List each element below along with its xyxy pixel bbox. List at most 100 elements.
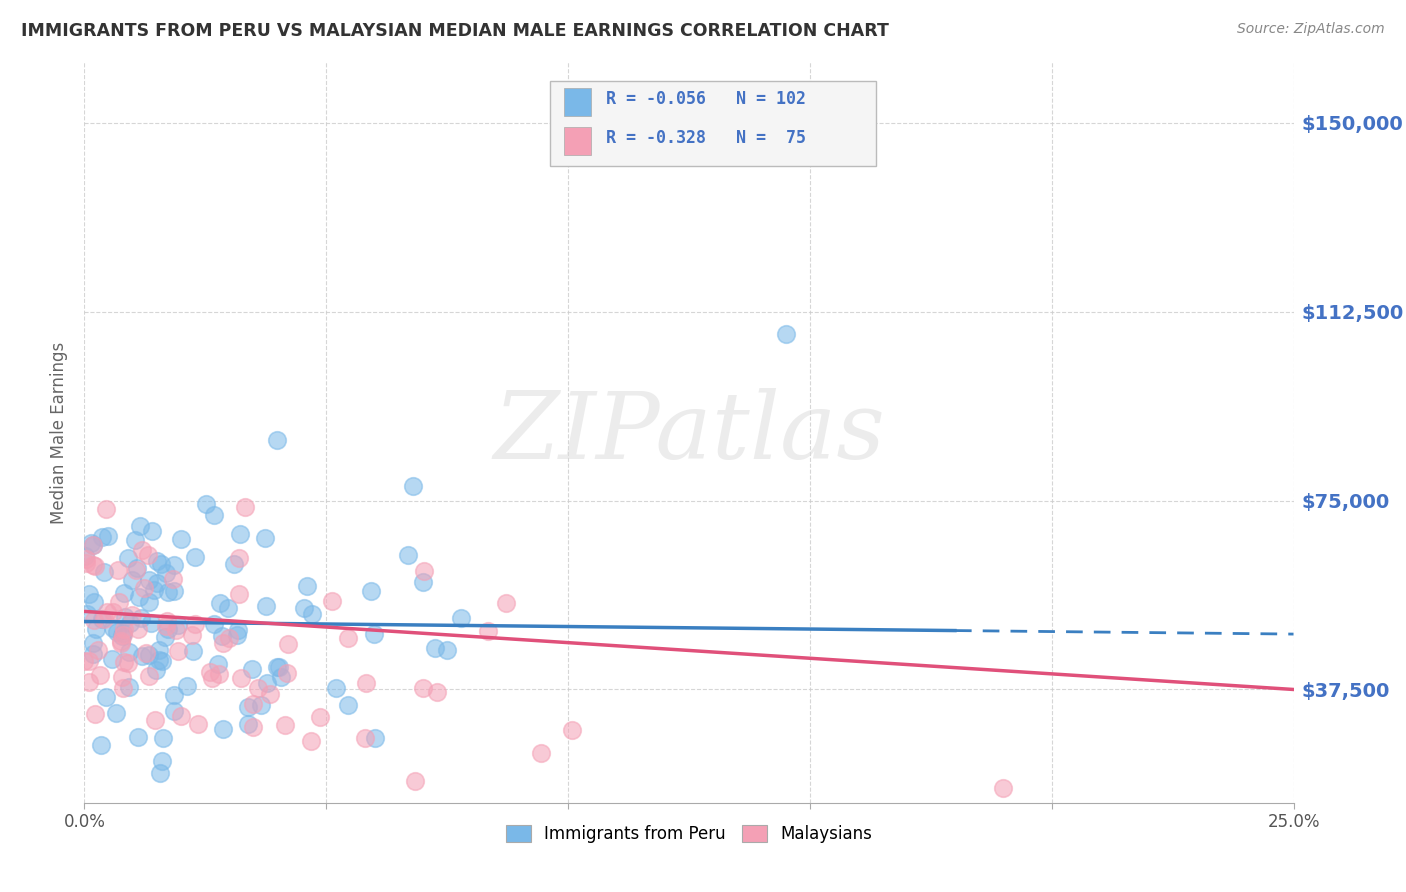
Point [118, 615, 141, 630]
Point [143, 713, 166, 727]
Point [101, 606, 124, 620]
Point [96, 690, 118, 705]
Point [127, 730, 149, 744]
Point [412, 681, 434, 696]
Point [198, 665, 221, 679]
Point [83, 613, 105, 627]
Point [993, 780, 1015, 795]
Point [181, 644, 204, 658]
Point [128, 590, 150, 604]
Point [79, 587, 101, 601]
Point [77, 654, 100, 668]
Point [209, 596, 232, 610]
Point [135, 646, 157, 660]
Point [170, 709, 193, 723]
Point [77, 674, 100, 689]
Point [292, 601, 315, 615]
Point [222, 558, 245, 572]
Point [90, 530, 112, 544]
Point [337, 698, 360, 713]
Point [138, 595, 160, 609]
Point [354, 676, 377, 690]
Y-axis label: Median Male Earnings: Median Male Earnings [51, 342, 69, 524]
Point [145, 663, 167, 677]
Point [157, 622, 180, 636]
Point [226, 623, 249, 637]
Point [84, 706, 107, 721]
Point [228, 587, 250, 601]
Point [73, 654, 96, 668]
Point [134, 582, 156, 596]
Point [117, 656, 139, 670]
Point [236, 716, 259, 731]
Point [413, 564, 436, 578]
Point [89, 668, 111, 682]
Point [111, 629, 134, 643]
Point [235, 500, 257, 515]
Point [163, 704, 186, 718]
Point [143, 582, 166, 597]
Point [396, 548, 419, 562]
Point [231, 671, 253, 685]
Point [150, 654, 173, 668]
FancyBboxPatch shape [564, 88, 591, 117]
Point [425, 641, 447, 656]
Point [242, 698, 264, 712]
Point [149, 557, 172, 571]
Point [202, 508, 225, 522]
FancyBboxPatch shape [550, 81, 876, 166]
Point [211, 629, 233, 643]
Point [242, 720, 264, 734]
Point [138, 648, 160, 662]
Point [141, 524, 163, 538]
Point [146, 554, 169, 568]
Point [404, 774, 426, 789]
Point [148, 653, 170, 667]
Point [108, 595, 131, 609]
Point [125, 561, 148, 575]
Point [105, 706, 128, 720]
Point [360, 584, 382, 599]
Point [83, 594, 105, 608]
Text: ZIPatlas: ZIPatlas [494, 388, 884, 477]
Point [301, 607, 323, 621]
Point [96, 606, 118, 620]
Point [84, 622, 107, 636]
Point [90, 738, 112, 752]
Point [153, 630, 176, 644]
Point [187, 717, 209, 731]
Point [157, 585, 180, 599]
Point [110, 633, 132, 648]
Point [495, 596, 517, 610]
Point [139, 615, 162, 630]
Point [364, 731, 387, 745]
Point [93, 612, 115, 626]
Point [266, 660, 288, 674]
Point [105, 624, 128, 639]
Point [308, 710, 330, 724]
Point [148, 643, 170, 657]
Point [212, 722, 235, 736]
Point [163, 583, 186, 598]
Point [121, 607, 143, 622]
Point [114, 622, 136, 636]
Point [269, 660, 291, 674]
Point [117, 550, 139, 565]
Point [138, 669, 160, 683]
Point [295, 579, 318, 593]
Point [183, 617, 205, 632]
Point [560, 723, 582, 737]
Point [165, 623, 187, 637]
Point [184, 549, 207, 564]
Point [82, 648, 104, 662]
Text: R = -0.056   N = 102: R = -0.056 N = 102 [606, 90, 806, 109]
Point [477, 624, 499, 638]
Point [107, 563, 129, 577]
Point [152, 731, 174, 746]
Point [207, 657, 229, 671]
Point [402, 478, 425, 492]
Point [93, 566, 115, 580]
Point [353, 731, 375, 746]
Point [363, 627, 385, 641]
Point [163, 688, 186, 702]
